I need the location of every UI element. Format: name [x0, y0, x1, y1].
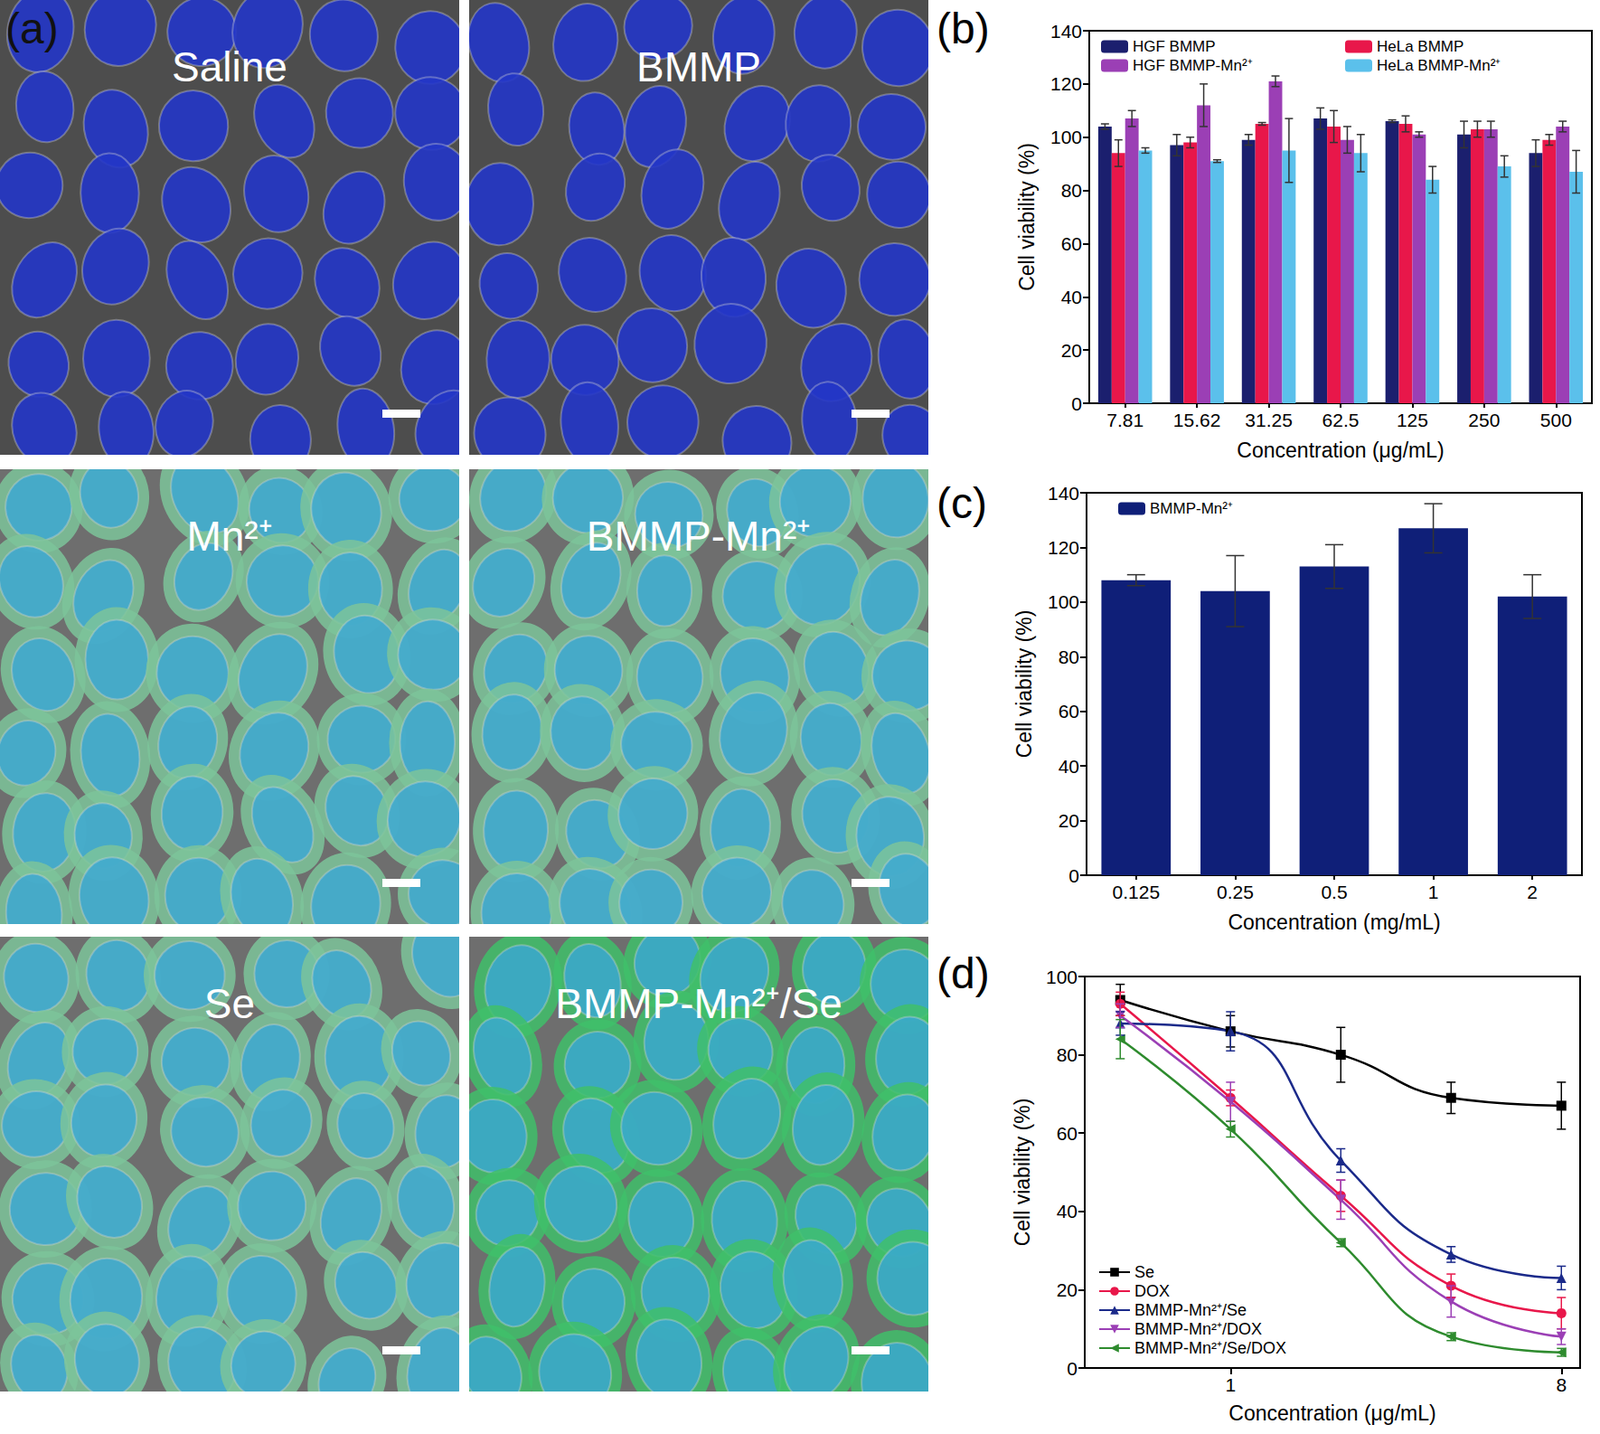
- svg-text:100: 100: [1047, 591, 1080, 612]
- svg-text:Saline: Saline: [171, 43, 288, 91]
- svg-text:8: 8: [1555, 1374, 1567, 1395]
- svg-text:80: 80: [1061, 179, 1083, 201]
- svg-text:Se: Se: [204, 979, 255, 1027]
- svg-text:500: 500: [1540, 409, 1572, 431]
- svg-text:Cell viability (%): Cell viability (%): [1012, 610, 1036, 759]
- svg-text:BMMP-Mn²⁺/Se/DOX: BMMP-Mn²⁺/Se/DOX: [1134, 1338, 1287, 1357]
- svg-text:0.5: 0.5: [1320, 881, 1347, 903]
- svg-text:40: 40: [1058, 755, 1080, 777]
- svg-text:60: 60: [1061, 233, 1083, 255]
- svg-text:(c): (c): [936, 479, 988, 528]
- svg-text:40: 40: [1061, 286, 1083, 308]
- svg-text:DOX: DOX: [1134, 1281, 1170, 1300]
- svg-text:HeLa BMMP-Mn²⁺: HeLa BMMP-Mn²⁺: [1376, 56, 1501, 75]
- svg-text:Cell viability (%): Cell viability (%): [1010, 1098, 1035, 1247]
- svg-text:20: 20: [1061, 339, 1083, 361]
- svg-text:BMMP: BMMP: [636, 43, 762, 91]
- svg-text:0.25: 0.25: [1216, 881, 1254, 903]
- svg-text:100: 100: [1050, 126, 1083, 148]
- svg-text:Concentration (mg/mL): Concentration (mg/mL): [1227, 910, 1440, 934]
- svg-text:20: 20: [1056, 1279, 1078, 1300]
- svg-text:60: 60: [1058, 700, 1080, 722]
- svg-text:60: 60: [1056, 1122, 1078, 1144]
- svg-text:0: 0: [1066, 1357, 1078, 1379]
- svg-text:120: 120: [1047, 536, 1080, 558]
- svg-text:250: 250: [1468, 409, 1500, 431]
- svg-text:BMMP-Mn²⁺/DOX: BMMP-Mn²⁺/DOX: [1134, 1319, 1262, 1338]
- svg-text:Mn²⁺: Mn²⁺: [186, 512, 273, 560]
- svg-text:HGF BMMP-Mn²⁺: HGF BMMP-Mn²⁺: [1132, 56, 1253, 75]
- svg-text:100: 100: [1045, 966, 1078, 988]
- svg-text:140: 140: [1047, 482, 1080, 504]
- svg-text:140: 140: [1050, 20, 1083, 42]
- svg-text:125: 125: [1396, 409, 1429, 431]
- svg-text:(a): (a): [5, 4, 59, 53]
- svg-text:Se: Se: [1134, 1262, 1155, 1281]
- svg-text:0: 0: [1071, 393, 1083, 415]
- svg-text:0.125: 0.125: [1112, 881, 1161, 903]
- svg-text:1: 1: [1224, 1374, 1236, 1395]
- svg-text:80: 80: [1058, 646, 1080, 668]
- svg-text:1: 1: [1428, 881, 1440, 903]
- svg-text:(b): (b): [936, 4, 990, 53]
- svg-text:20: 20: [1058, 809, 1080, 831]
- svg-text:Concentration (μg/mL): Concentration (μg/mL): [1236, 438, 1444, 462]
- svg-text:(d): (d): [936, 949, 990, 998]
- svg-text:80: 80: [1056, 1044, 1078, 1065]
- svg-text:40: 40: [1056, 1200, 1078, 1222]
- svg-text:BMMP-Mn²⁺: BMMP-Mn²⁺: [586, 512, 812, 560]
- svg-text:2: 2: [1526, 881, 1538, 903]
- svg-text:31.25: 31.25: [1244, 409, 1293, 431]
- svg-text:BMMP-Mn²⁺/Se: BMMP-Mn²⁺/Se: [555, 979, 843, 1027]
- svg-text:0: 0: [1068, 865, 1080, 886]
- svg-text:120: 120: [1050, 73, 1083, 95]
- svg-text:Concentration (μg/mL): Concentration (μg/mL): [1228, 1401, 1436, 1425]
- svg-text:62.5: 62.5: [1322, 409, 1360, 431]
- svg-text:BMMP-Mn²⁺/Se: BMMP-Mn²⁺/Se: [1134, 1300, 1247, 1319]
- svg-text:HeLa BMMP: HeLa BMMP: [1376, 37, 1464, 56]
- svg-text:BMMP-Mn²⁺: BMMP-Mn²⁺: [1149, 499, 1233, 518]
- svg-text:Cell viability (%): Cell viability (%): [1015, 142, 1039, 292]
- svg-text:HGF BMMP: HGF BMMP: [1132, 37, 1216, 56]
- svg-text:15.62: 15.62: [1173, 409, 1222, 431]
- svg-text:7.81: 7.81: [1106, 409, 1144, 431]
